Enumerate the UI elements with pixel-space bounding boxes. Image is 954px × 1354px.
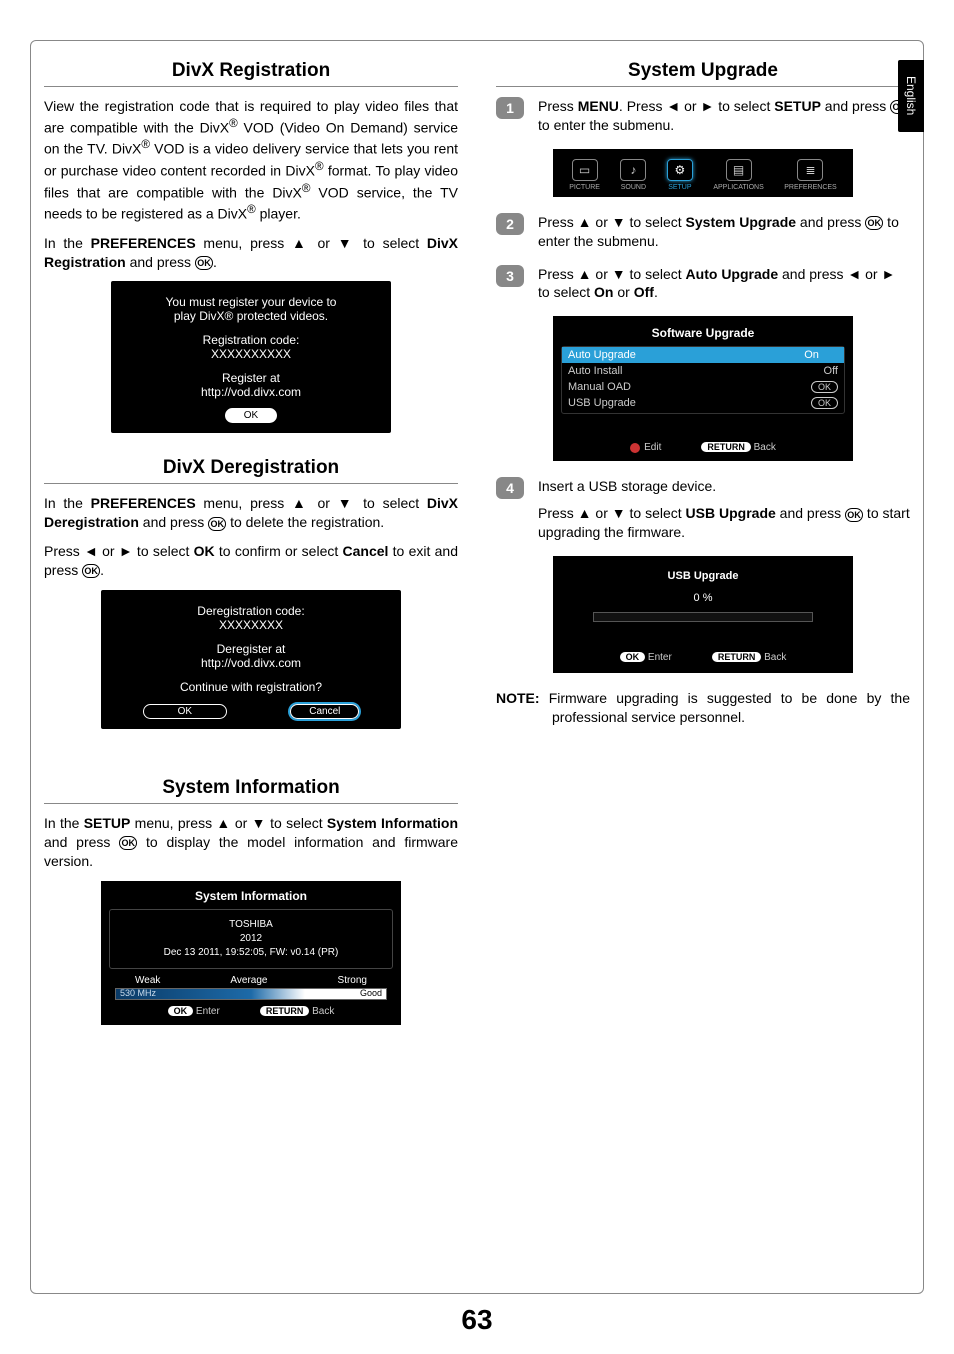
t: http://vod.divx.com xyxy=(121,385,381,399)
t: 530 MHz xyxy=(120,988,156,998)
t: Continue with registration? xyxy=(111,680,391,694)
t: play DivX® protected videos. xyxy=(121,309,381,323)
divx-dereg-panel: Deregistration code: XXXXXXXX Deregister… xyxy=(101,590,401,729)
t: You must register your device to xyxy=(121,295,381,309)
t: Deregistration code: xyxy=(111,604,391,618)
divx-reg-panel: You must register your device to play Di… xyxy=(111,281,391,433)
t: XXXXXXXX xyxy=(111,618,391,632)
cancel-button[interactable]: Cancel xyxy=(290,704,359,719)
signal-bar: 530 MHz Good xyxy=(115,988,387,1000)
t: Register at xyxy=(121,371,381,385)
t: Registration code: xyxy=(121,333,381,347)
t: XXXXXXXXXX xyxy=(121,347,381,361)
t: http://vod.divx.com xyxy=(111,656,391,670)
t: Deregister at xyxy=(111,642,391,656)
t: Good xyxy=(360,988,382,998)
ok-button[interactable]: OK xyxy=(143,704,227,719)
page-number: 63 xyxy=(0,1304,954,1336)
ok-button[interactable]: OK xyxy=(225,408,277,423)
language-tab: English xyxy=(898,60,924,132)
